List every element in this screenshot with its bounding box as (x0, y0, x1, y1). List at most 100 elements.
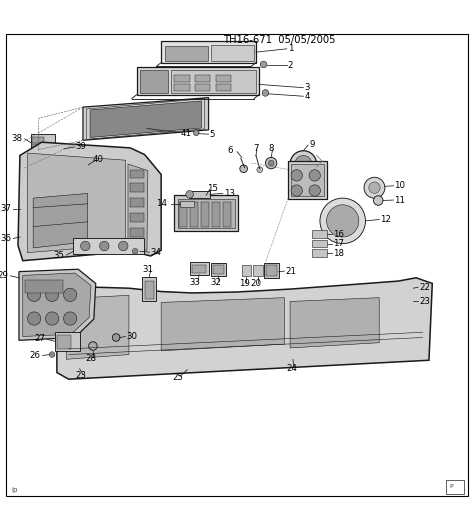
Bar (130, 198, 144, 207)
Circle shape (374, 196, 383, 205)
Text: 14: 14 (156, 199, 167, 208)
Circle shape (89, 342, 97, 350)
Text: 1: 1 (288, 44, 293, 53)
Polygon shape (57, 278, 432, 379)
Bar (130, 213, 144, 222)
Circle shape (27, 312, 41, 325)
Circle shape (405, 299, 410, 304)
Bar (213, 266, 224, 274)
Polygon shape (161, 298, 284, 351)
Bar (57, 335, 71, 349)
Circle shape (291, 170, 302, 181)
Bar (211, 262, 226, 276)
Text: 21: 21 (285, 267, 296, 276)
Text: 5: 5 (210, 130, 215, 139)
Circle shape (295, 156, 312, 172)
Circle shape (320, 198, 365, 244)
Text: 16: 16 (333, 230, 344, 239)
Text: 41: 41 (180, 129, 191, 138)
Bar (190, 262, 209, 275)
Bar (264, 262, 279, 278)
Text: 4: 4 (304, 92, 310, 101)
Text: 25: 25 (173, 373, 184, 382)
Text: 6: 6 (228, 146, 233, 155)
Polygon shape (18, 142, 161, 261)
Circle shape (240, 165, 247, 172)
Text: 8: 8 (269, 144, 274, 153)
Text: 2: 2 (288, 61, 293, 70)
Polygon shape (83, 98, 209, 140)
Text: 18: 18 (333, 249, 344, 258)
Text: 33: 33 (190, 278, 201, 287)
Polygon shape (27, 153, 126, 253)
Bar (288, 161, 327, 199)
Circle shape (364, 177, 385, 198)
Circle shape (27, 288, 41, 302)
Text: 17: 17 (333, 239, 344, 248)
Bar (161, 41, 256, 62)
Text: 13: 13 (224, 189, 235, 198)
Circle shape (112, 334, 120, 341)
Bar (32, 144, 44, 150)
Bar (223, 202, 231, 226)
Text: 35: 35 (54, 251, 64, 260)
Text: ip: ip (12, 487, 18, 492)
Bar (174, 195, 238, 231)
Polygon shape (23, 273, 91, 336)
Bar (312, 240, 327, 248)
Polygon shape (90, 101, 201, 138)
Bar (145, 280, 154, 299)
Bar (70, 158, 88, 172)
Bar (216, 75, 231, 81)
Circle shape (309, 170, 320, 181)
Circle shape (260, 61, 267, 68)
Circle shape (46, 312, 59, 325)
Circle shape (291, 185, 302, 196)
Polygon shape (33, 194, 88, 248)
Bar (446, 480, 464, 494)
Circle shape (327, 205, 359, 237)
Bar (179, 202, 187, 226)
Bar (195, 75, 210, 81)
Circle shape (369, 182, 380, 194)
Bar (402, 288, 413, 332)
Bar (130, 183, 144, 191)
Bar (71, 160, 77, 165)
Text: 19: 19 (239, 279, 250, 288)
Text: 40: 40 (93, 155, 104, 164)
Bar (137, 67, 259, 95)
Bar (171, 70, 256, 93)
Bar (142, 277, 156, 300)
Circle shape (268, 160, 274, 166)
Bar (130, 229, 144, 237)
Text: 3: 3 (304, 83, 310, 92)
Circle shape (290, 151, 317, 177)
Bar (312, 249, 327, 257)
Circle shape (64, 312, 77, 325)
Circle shape (132, 249, 138, 254)
Circle shape (265, 157, 277, 169)
Bar (180, 201, 194, 207)
Circle shape (262, 89, 269, 96)
Circle shape (49, 352, 55, 358)
Text: 22: 22 (419, 283, 430, 292)
Text: 38: 38 (12, 134, 23, 143)
Bar (55, 332, 80, 351)
Text: 23: 23 (419, 297, 430, 306)
Text: 27: 27 (35, 334, 46, 343)
Circle shape (46, 288, 59, 302)
Bar (71, 166, 77, 171)
Circle shape (309, 185, 320, 196)
Bar (178, 199, 235, 229)
Bar (201, 202, 209, 226)
Circle shape (186, 190, 193, 198)
Text: 11: 11 (394, 196, 405, 205)
Bar (312, 230, 327, 238)
Bar (192, 264, 206, 273)
Text: 9: 9 (309, 140, 314, 149)
Text: 36: 36 (0, 234, 11, 243)
Polygon shape (19, 269, 96, 340)
Bar (291, 164, 324, 196)
Text: 28: 28 (85, 354, 97, 363)
Bar (253, 264, 263, 276)
